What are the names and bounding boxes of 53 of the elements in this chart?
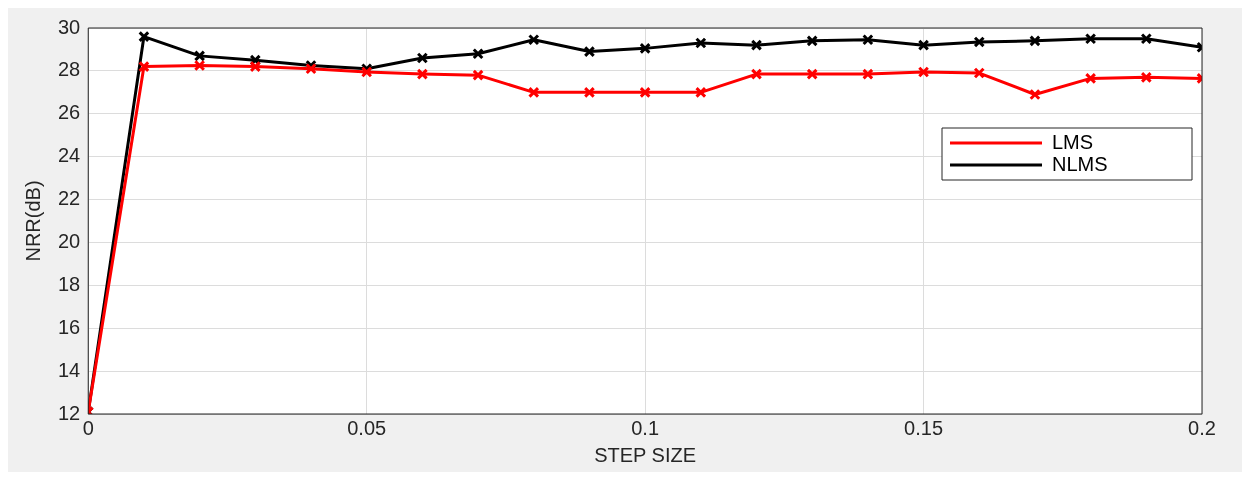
point [917, 39, 930, 51]
point [862, 68, 874, 80]
y-tick-label: 26 [58, 101, 81, 124]
point [806, 35, 818, 47]
x-tick-label: 0.2 [1188, 416, 1216, 439]
y-tick-label: 14 [58, 358, 81, 381]
y-tick-label: 22 [58, 187, 81, 210]
point [806, 68, 818, 80]
point [416, 68, 429, 80]
point [917, 66, 930, 78]
legend-label: LMS [1052, 130, 1094, 153]
point [973, 67, 985, 79]
point [472, 47, 484, 60]
point [1084, 32, 1097, 45]
point [750, 68, 763, 80]
point [973, 36, 985, 48]
y-tick-label: 30 [58, 15, 81, 38]
y-tick-label: 20 [58, 229, 81, 252]
point [695, 86, 707, 99]
point [639, 86, 651, 99]
point [862, 34, 874, 46]
point [639, 42, 651, 55]
x-tick-label: 0.1 [631, 416, 660, 439]
point [138, 30, 150, 43]
y-tick-label: 18 [58, 272, 81, 295]
x-axis-title: STEP SIZE [594, 443, 697, 466]
point [1029, 35, 1041, 47]
point [528, 86, 540, 99]
point [193, 50, 206, 62]
point [416, 52, 429, 64]
point [138, 60, 150, 73]
point [1029, 88, 1041, 101]
y-tick-label: 12 [58, 401, 81, 424]
y-axis-title: NRR(dB) [21, 180, 44, 262]
point [472, 69, 484, 81]
legend-label: NLMS [1052, 152, 1108, 175]
point [695, 37, 707, 49]
x-tick-label: 0.15 [904, 416, 944, 439]
y-tick-label: 24 [58, 144, 81, 167]
y-tick-label: 28 [58, 58, 81, 81]
x-tick-label: 0.05 [347, 416, 387, 439]
point [528, 34, 540, 46]
point [583, 45, 596, 58]
point [1084, 72, 1097, 85]
point [583, 86, 596, 99]
point [1140, 32, 1153, 45]
x-tick-label: 0 [82, 416, 94, 439]
point [193, 59, 206, 72]
point [249, 60, 262, 73]
point [305, 63, 317, 75]
point [750, 39, 763, 51]
y-tick-label: 16 [58, 315, 81, 338]
point [1140, 71, 1153, 84]
